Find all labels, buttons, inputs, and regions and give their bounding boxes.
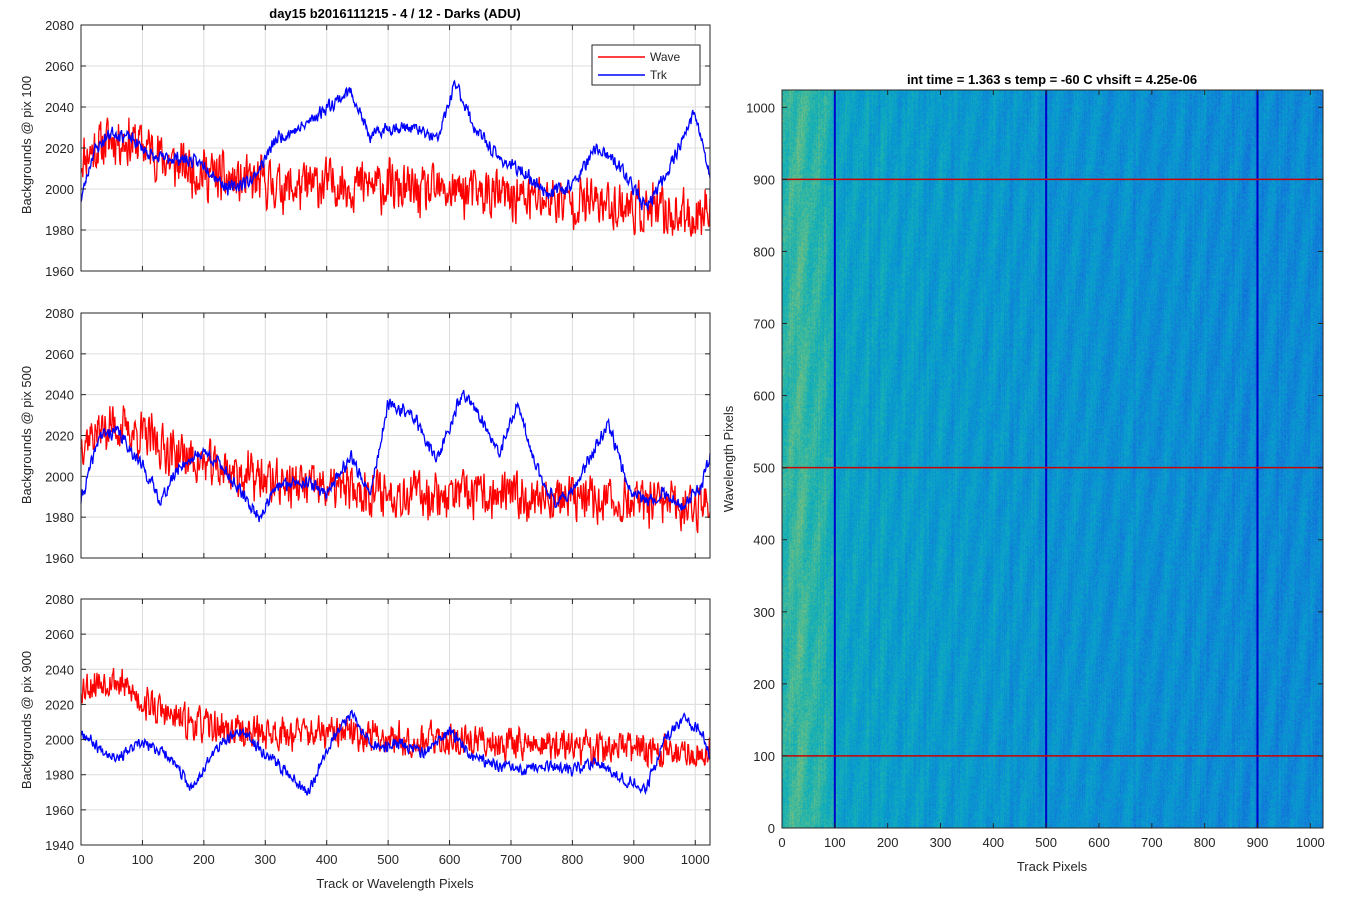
- y-tick-label: 800: [753, 244, 775, 259]
- overlay-lines: [782, 90, 1323, 828]
- y-tick-label: 500: [753, 461, 775, 476]
- y-tick-label: 200: [753, 677, 775, 692]
- y-tick-label: 0: [768, 821, 775, 836]
- y-tick-label: 2060: [45, 59, 74, 74]
- y-tick-label: 2080: [45, 18, 74, 33]
- legend-label-wave: Wave: [650, 50, 681, 64]
- y-axis-label: Backgrounds @ pix 900: [19, 651, 34, 789]
- chart-title: int time = 1.363 s temp = -60 C vhsift =…: [907, 72, 1197, 87]
- x-tick-label: 0: [77, 852, 84, 867]
- series-layer: [80, 667, 711, 796]
- x-tick-label: 200: [193, 852, 215, 867]
- y-tick-label: 300: [753, 605, 775, 620]
- x-tick-label: 100: [824, 835, 846, 850]
- x-axis-label: Track or Wavelength Pixels: [316, 876, 474, 891]
- x-tick-label: 300: [930, 835, 952, 850]
- legend-box: [591, 44, 701, 86]
- y-tick-label: 2060: [45, 347, 74, 362]
- line-chart-pix-100: day15 b2016111215 - 4 / 12 - Darks (ADU)…: [19, 6, 711, 279]
- tick-layer: 0 100 200 300 400 500 600 700 800 900 1000 0 100 200 3…: [746, 90, 1325, 850]
- x-tick-label: 400: [316, 852, 338, 867]
- legend-label-trk: Trk: [650, 68, 668, 82]
- heatmap-chart: int time = 1.363 s temp = -60 C vhsift =…: [721, 72, 1325, 874]
- x-tick-label: 600: [1088, 835, 1110, 850]
- x-tick-label: 700: [1141, 835, 1163, 850]
- series-line-wave: [80, 667, 711, 769]
- heatmap-image: [782, 90, 1323, 828]
- y-tick-label: 2040: [45, 388, 74, 403]
- y-tick-label: 100: [753, 749, 775, 764]
- y-tick-label: 2040: [45, 100, 74, 115]
- y-tick-label: 2000: [45, 182, 74, 197]
- y-axis-label: Backgrounds @ pix 100: [19, 76, 34, 214]
- series-line-trk: [80, 709, 711, 796]
- x-tick-label: 100: [132, 852, 154, 867]
- chart-title: day15 b2016111215 - 4 / 12 - Darks (ADU): [269, 6, 520, 21]
- y-tick-label: 1960: [45, 551, 74, 566]
- x-tick-label: 1000: [1296, 835, 1325, 850]
- series-line-trk: [80, 79, 711, 212]
- series-layer: [80, 389, 711, 533]
- y-tick-label: 2020: [45, 429, 74, 444]
- y-tick-label: 1960: [45, 803, 74, 818]
- legend: Wave Trk: [591, 44, 701, 86]
- y-tick-label: 2020: [45, 141, 74, 156]
- y-tick-label: 2000: [45, 733, 74, 748]
- y-tick-label: 2000: [45, 469, 74, 484]
- y-tick-label: 1980: [45, 510, 74, 525]
- x-tick-label: 400: [982, 835, 1004, 850]
- y-tick-label: 1960: [45, 264, 74, 279]
- tick-layer: 1960 1980 2000 2020 2040 2060 2080: [45, 306, 710, 566]
- y-tick-label: 2040: [45, 662, 74, 677]
- x-tick-label: 500: [377, 852, 399, 867]
- y-tick-label: 400: [753, 533, 775, 548]
- x-tick-label: 700: [500, 852, 522, 867]
- y-tick-label: 600: [753, 389, 775, 404]
- y-tick-label: 1000: [746, 100, 775, 115]
- x-tick-label: 800: [1194, 835, 1216, 850]
- y-axis-label: Backgrounds @ pix 500: [19, 366, 34, 504]
- x-tick-label: 900: [623, 852, 645, 867]
- series-layer: [80, 79, 711, 237]
- y-tick-label: 1940: [45, 838, 74, 853]
- x-axis-label: Track Pixels: [1017, 859, 1088, 874]
- series-line-trk: [80, 389, 711, 523]
- x-tick-label: 800: [562, 852, 584, 867]
- line-chart-pix-900: 0 100 200 300 400 500 600 700 800 900 1000 1940 1960…: [19, 592, 711, 891]
- tick-layer: 0 100 200 300 400 500 600 700 800 900 1000 1940 1960…: [45, 592, 710, 867]
- series-line-wave: [80, 405, 711, 533]
- y-tick-label: 1980: [45, 768, 74, 783]
- y-tick-label: 900: [753, 172, 775, 187]
- y-tick-label: 2020: [45, 697, 74, 712]
- line-chart-pix-500: 1960 1980 2000 2020 2040 2060 2080 Backgrounds…: [19, 306, 711, 566]
- x-tick-label: 0: [778, 835, 785, 850]
- x-tick-label: 300: [254, 852, 276, 867]
- y-axis-label: Wavelength Pixels: [721, 405, 736, 512]
- x-tick-label: 600: [439, 852, 461, 867]
- y-tick-label: 1980: [45, 223, 74, 238]
- axes-box: [80, 598, 711, 846]
- heatmap-image-holder: [782, 90, 1323, 828]
- x-tick-label: 500: [1035, 835, 1057, 850]
- x-tick-label: 1000: [681, 852, 710, 867]
- axes-box: [781, 89, 1324, 829]
- y-tick-label: 2080: [45, 306, 74, 321]
- y-tick-label: 2080: [45, 592, 74, 607]
- tick-layer: 1960 1980 2000 2020 2040 2060 2080: [45, 18, 710, 279]
- x-tick-label: 900: [1247, 835, 1269, 850]
- y-tick-label: 2060: [45, 627, 74, 642]
- x-tick-label: 200: [877, 835, 899, 850]
- y-tick-label: 700: [753, 317, 775, 332]
